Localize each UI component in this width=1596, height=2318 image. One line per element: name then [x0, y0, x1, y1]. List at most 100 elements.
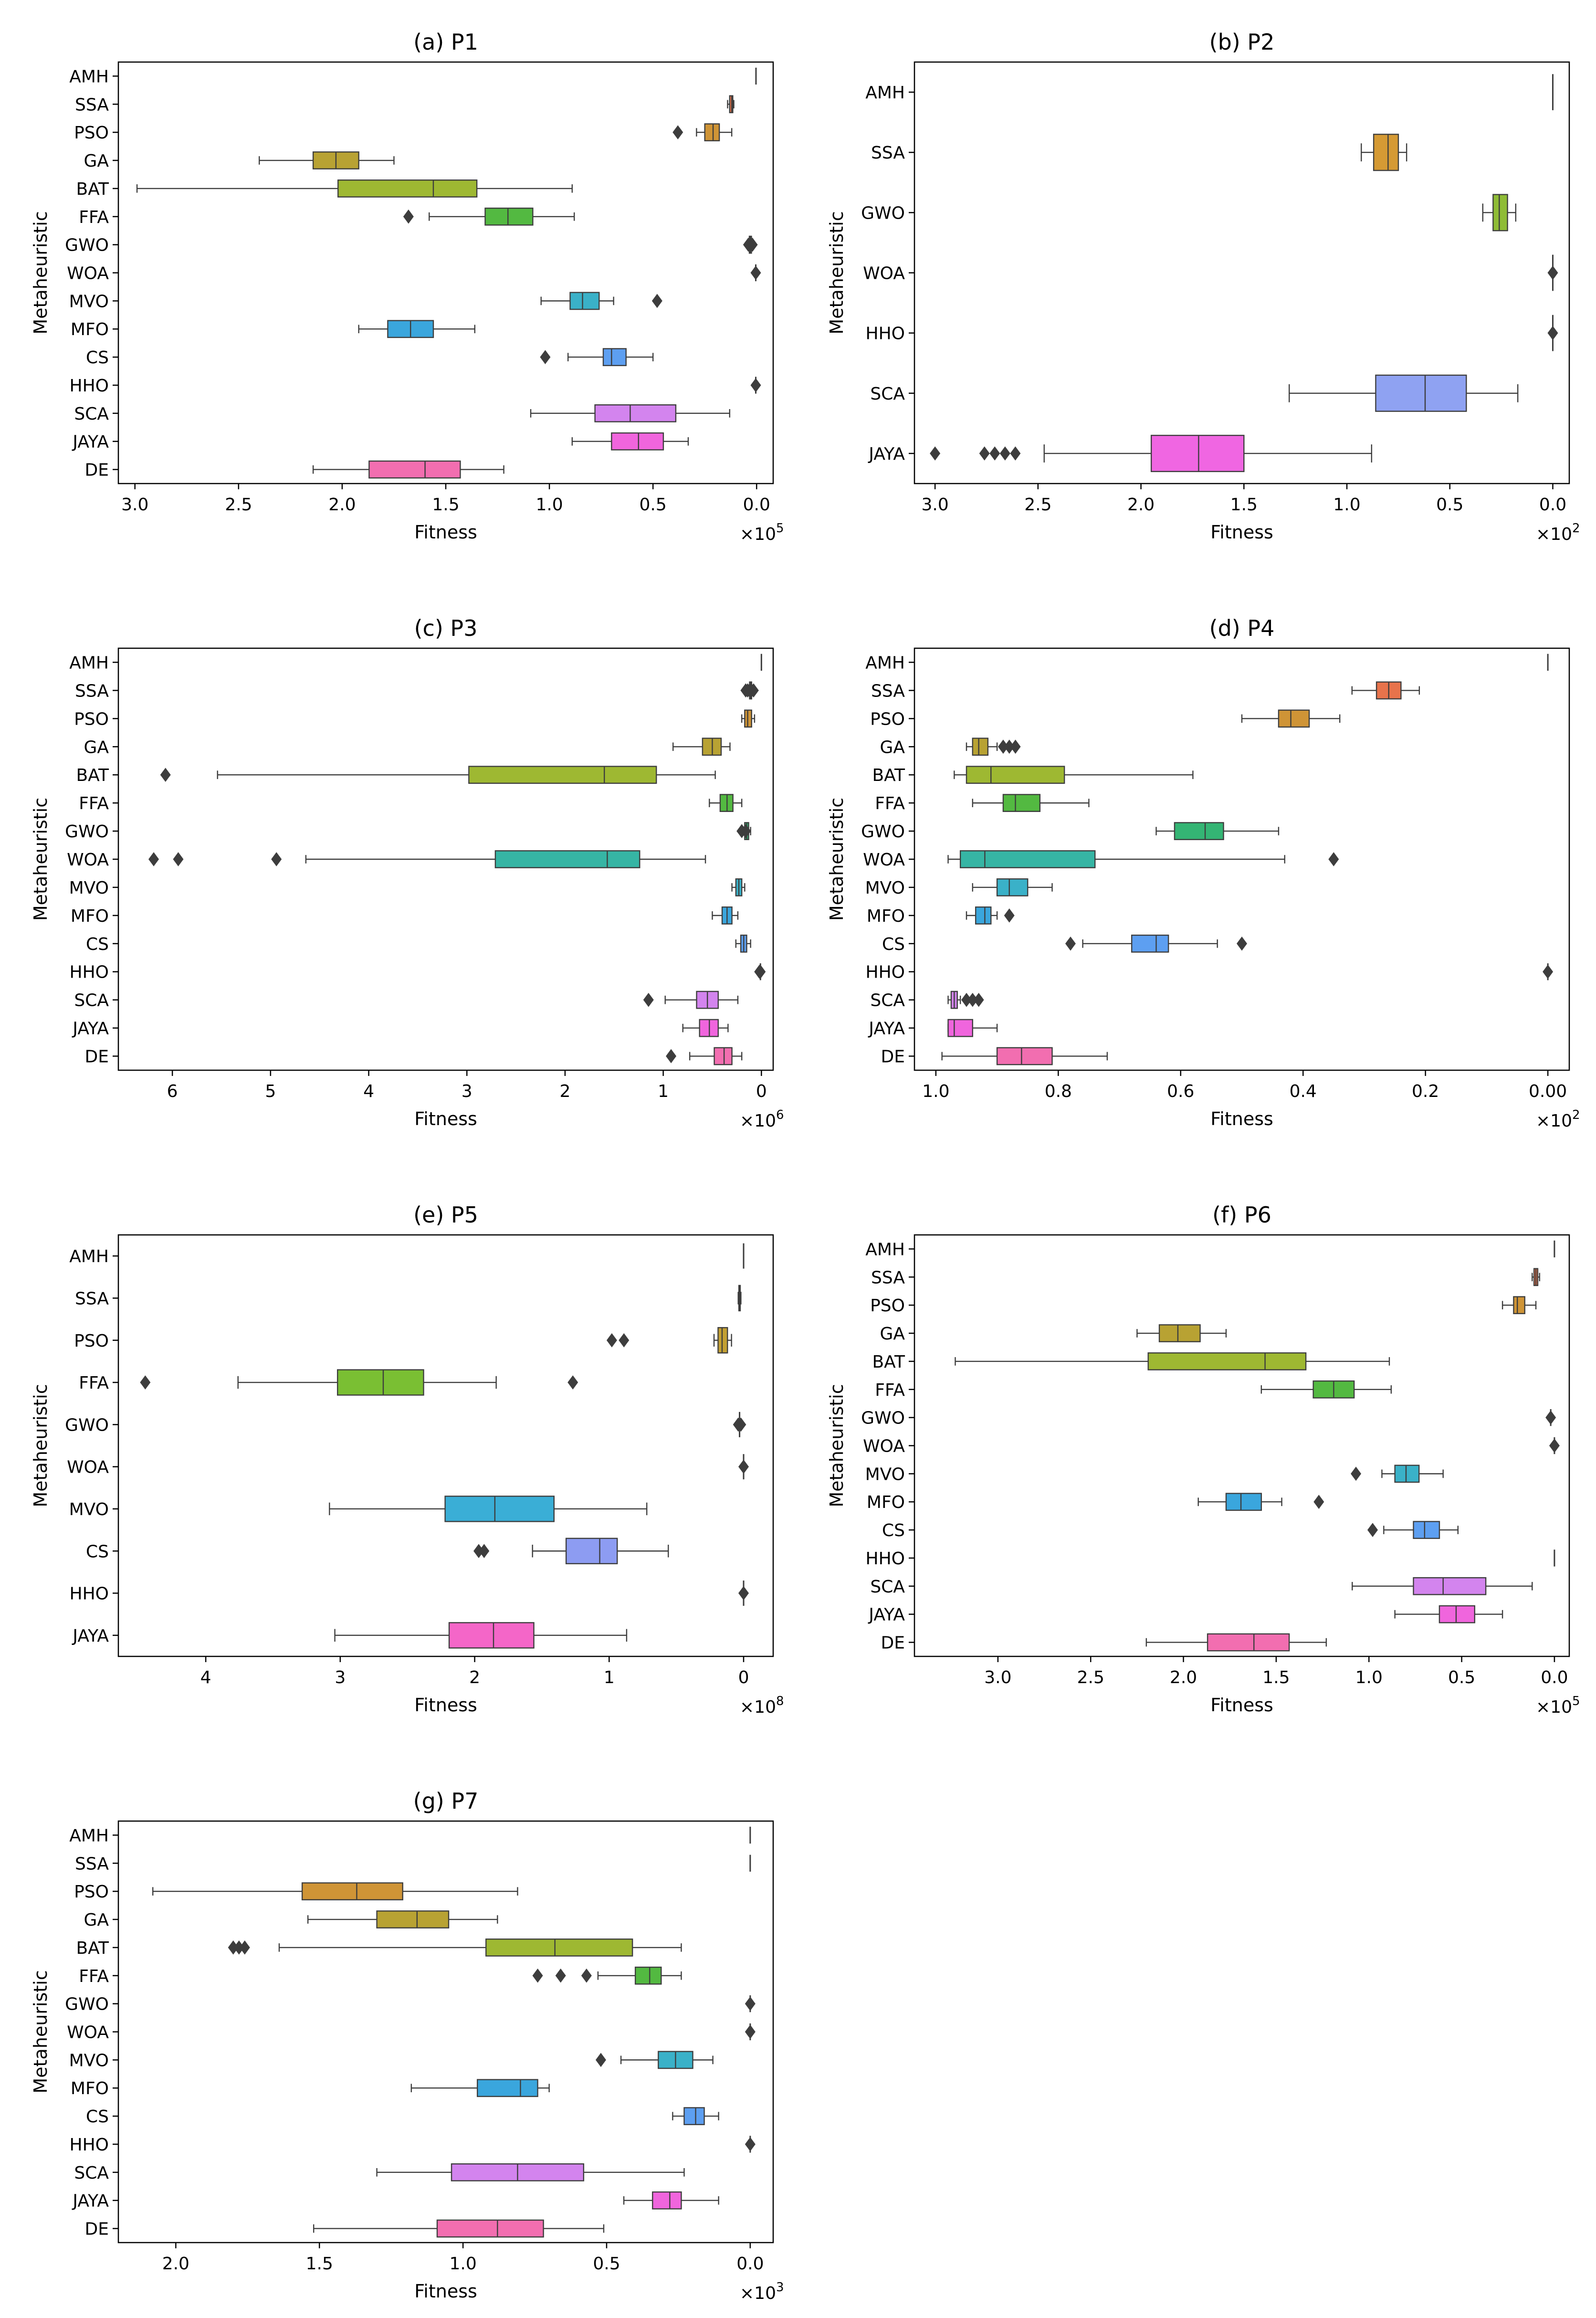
- box-cs: [1065, 934, 1247, 953]
- outlier-point: [271, 852, 282, 866]
- x-tick-label: 1.0: [1333, 495, 1360, 515]
- outlier-point: [595, 2053, 606, 2067]
- x-tick-label: 1: [658, 1082, 669, 1101]
- box-pso: [672, 123, 733, 142]
- box-body: [1147, 1352, 1307, 1370]
- box-mvo: [540, 292, 662, 310]
- box-ssa: [737, 1285, 742, 1312]
- y-tick-label: JAYA: [868, 1605, 905, 1625]
- x-tick-label: 2.5: [1024, 495, 1051, 515]
- y-tick-label: MVO: [865, 878, 905, 898]
- y-tick-label: PSO: [74, 709, 109, 729]
- panel-d: (d) P4 AMH SSA PSO GA BAT FFA GWO WOA MVO MFO CS HHO…: [826, 615, 1580, 1131]
- outlier-point: [228, 1940, 239, 1955]
- box-body: [337, 1369, 424, 1396]
- x-axis-multiplier: ×103: [740, 2280, 784, 2303]
- y-tick-label: CS: [882, 935, 905, 954]
- x-axis-multiplier: ×102: [1536, 1108, 1580, 1131]
- y-tick-label: DE: [85, 2220, 109, 2239]
- box-body: [1174, 822, 1224, 840]
- y-tick-label: GWO: [65, 1995, 109, 2014]
- y-tick-label: WOA: [863, 1437, 905, 1456]
- box-mvo: [595, 2051, 714, 2069]
- y-tick-label: SCA: [870, 1577, 905, 1597]
- y-tick-label: CS: [86, 348, 109, 368]
- y-tick-label: FFA: [79, 208, 109, 227]
- box-body: [468, 766, 657, 784]
- box-woa: [750, 264, 761, 282]
- outlier-point: [239, 1940, 250, 1955]
- box-cs: [672, 2107, 719, 2125]
- box-body: [947, 1019, 974, 1037]
- box-jaya: [334, 1622, 628, 1649]
- box-ssa: [1361, 134, 1407, 171]
- box-body: [972, 738, 989, 756]
- box-de: [312, 460, 504, 479]
- y-axis-label: Metaheuristic: [826, 798, 847, 921]
- x-tick-label: 1.5: [1262, 1668, 1290, 1687]
- y-tick-label: JAYA: [72, 2192, 109, 2211]
- box-hho: [1543, 963, 1554, 980]
- box-body: [485, 1939, 633, 1957]
- y-tick-label: SSA: [75, 681, 109, 701]
- x-tick-label: 2.5: [1077, 1668, 1104, 1687]
- y-tick-label: GA: [84, 1910, 109, 1930]
- y-tick-label: SCA: [870, 991, 905, 1011]
- x-axis-multiplier: ×105: [1536, 1694, 1580, 1717]
- plot-frame: [914, 61, 1570, 485]
- x-tick-label: 0.00: [1529, 1082, 1567, 1101]
- outlier-point: [581, 1968, 592, 1983]
- x-tick-label: 0.0: [1539, 495, 1566, 515]
- outlier-point: [1313, 1495, 1324, 1509]
- outlier-point: [738, 1586, 749, 1601]
- box-body: [1158, 1324, 1201, 1342]
- y-tick-label: GWO: [861, 1409, 905, 1428]
- y-tick-label: MVO: [69, 1500, 109, 1519]
- y-tick-label: MVO: [69, 2051, 109, 2070]
- box-ga: [307, 1910, 498, 1928]
- y-tick-label: PSO: [870, 709, 905, 729]
- box-body: [996, 1047, 1053, 1065]
- x-tick-label: 6: [167, 1082, 178, 1101]
- x-tick-label: 0.5: [640, 495, 667, 515]
- box-jaya: [571, 432, 689, 451]
- x-tick-label: 3.0: [121, 495, 148, 515]
- y-tick-label: PSO: [870, 1296, 905, 1316]
- box-woa: [738, 1454, 749, 1480]
- y-tick-label: JAYA: [72, 432, 109, 452]
- box-sca: [1352, 1577, 1533, 1595]
- box-body: [337, 179, 478, 198]
- panel-f: (f) P6 AMH SSA PSO GA BAT FFA GWO WOA MVO MFO CS HHO…: [826, 1202, 1580, 1717]
- panel-title: (b) P2: [1209, 29, 1275, 55]
- y-tick-label: AMH: [69, 1826, 109, 1845]
- y-tick-label: MFO: [71, 320, 109, 339]
- outlier-point: [1549, 1438, 1560, 1453]
- box-body: [704, 123, 720, 142]
- outlier-point: [1543, 964, 1554, 979]
- box-mvo: [1351, 1465, 1444, 1483]
- outlier-point: [651, 294, 662, 308]
- y-tick-label: AMH: [69, 1247, 109, 1266]
- panel-b: (b) P2 AMH SSA GWO WOA HHO SCA JAYA 3.0 2.5 2.0 1.5…: [826, 29, 1580, 544]
- x-axis-label: Fitness: [1210, 1108, 1273, 1129]
- x-tick-label: 0.4: [1290, 1082, 1317, 1101]
- y-tick-label: SSA: [871, 681, 905, 701]
- y-tick-label: HHO: [866, 1549, 905, 1569]
- x-tick-label: 2.5: [225, 495, 252, 515]
- box-gwo: [1155, 822, 1280, 840]
- y-tick-label: AMH: [865, 653, 905, 673]
- box-pso: [1502, 1296, 1537, 1315]
- y-tick-label: GA: [84, 151, 109, 171]
- box-body: [1150, 434, 1245, 472]
- box-jaya: [930, 434, 1373, 472]
- y-tick-label: BAT: [76, 1939, 109, 1958]
- outlier-point: [735, 1417, 746, 1432]
- box-ssa: [727, 95, 735, 114]
- outlier-point: [403, 209, 414, 224]
- plot-frame: [117, 1820, 774, 2244]
- box-jaya: [1394, 1605, 1503, 1623]
- outlier-point: [643, 992, 654, 1007]
- box-body: [611, 432, 664, 451]
- box-pso: [152, 1882, 518, 1901]
- x-tick-label: 0.0: [743, 495, 770, 515]
